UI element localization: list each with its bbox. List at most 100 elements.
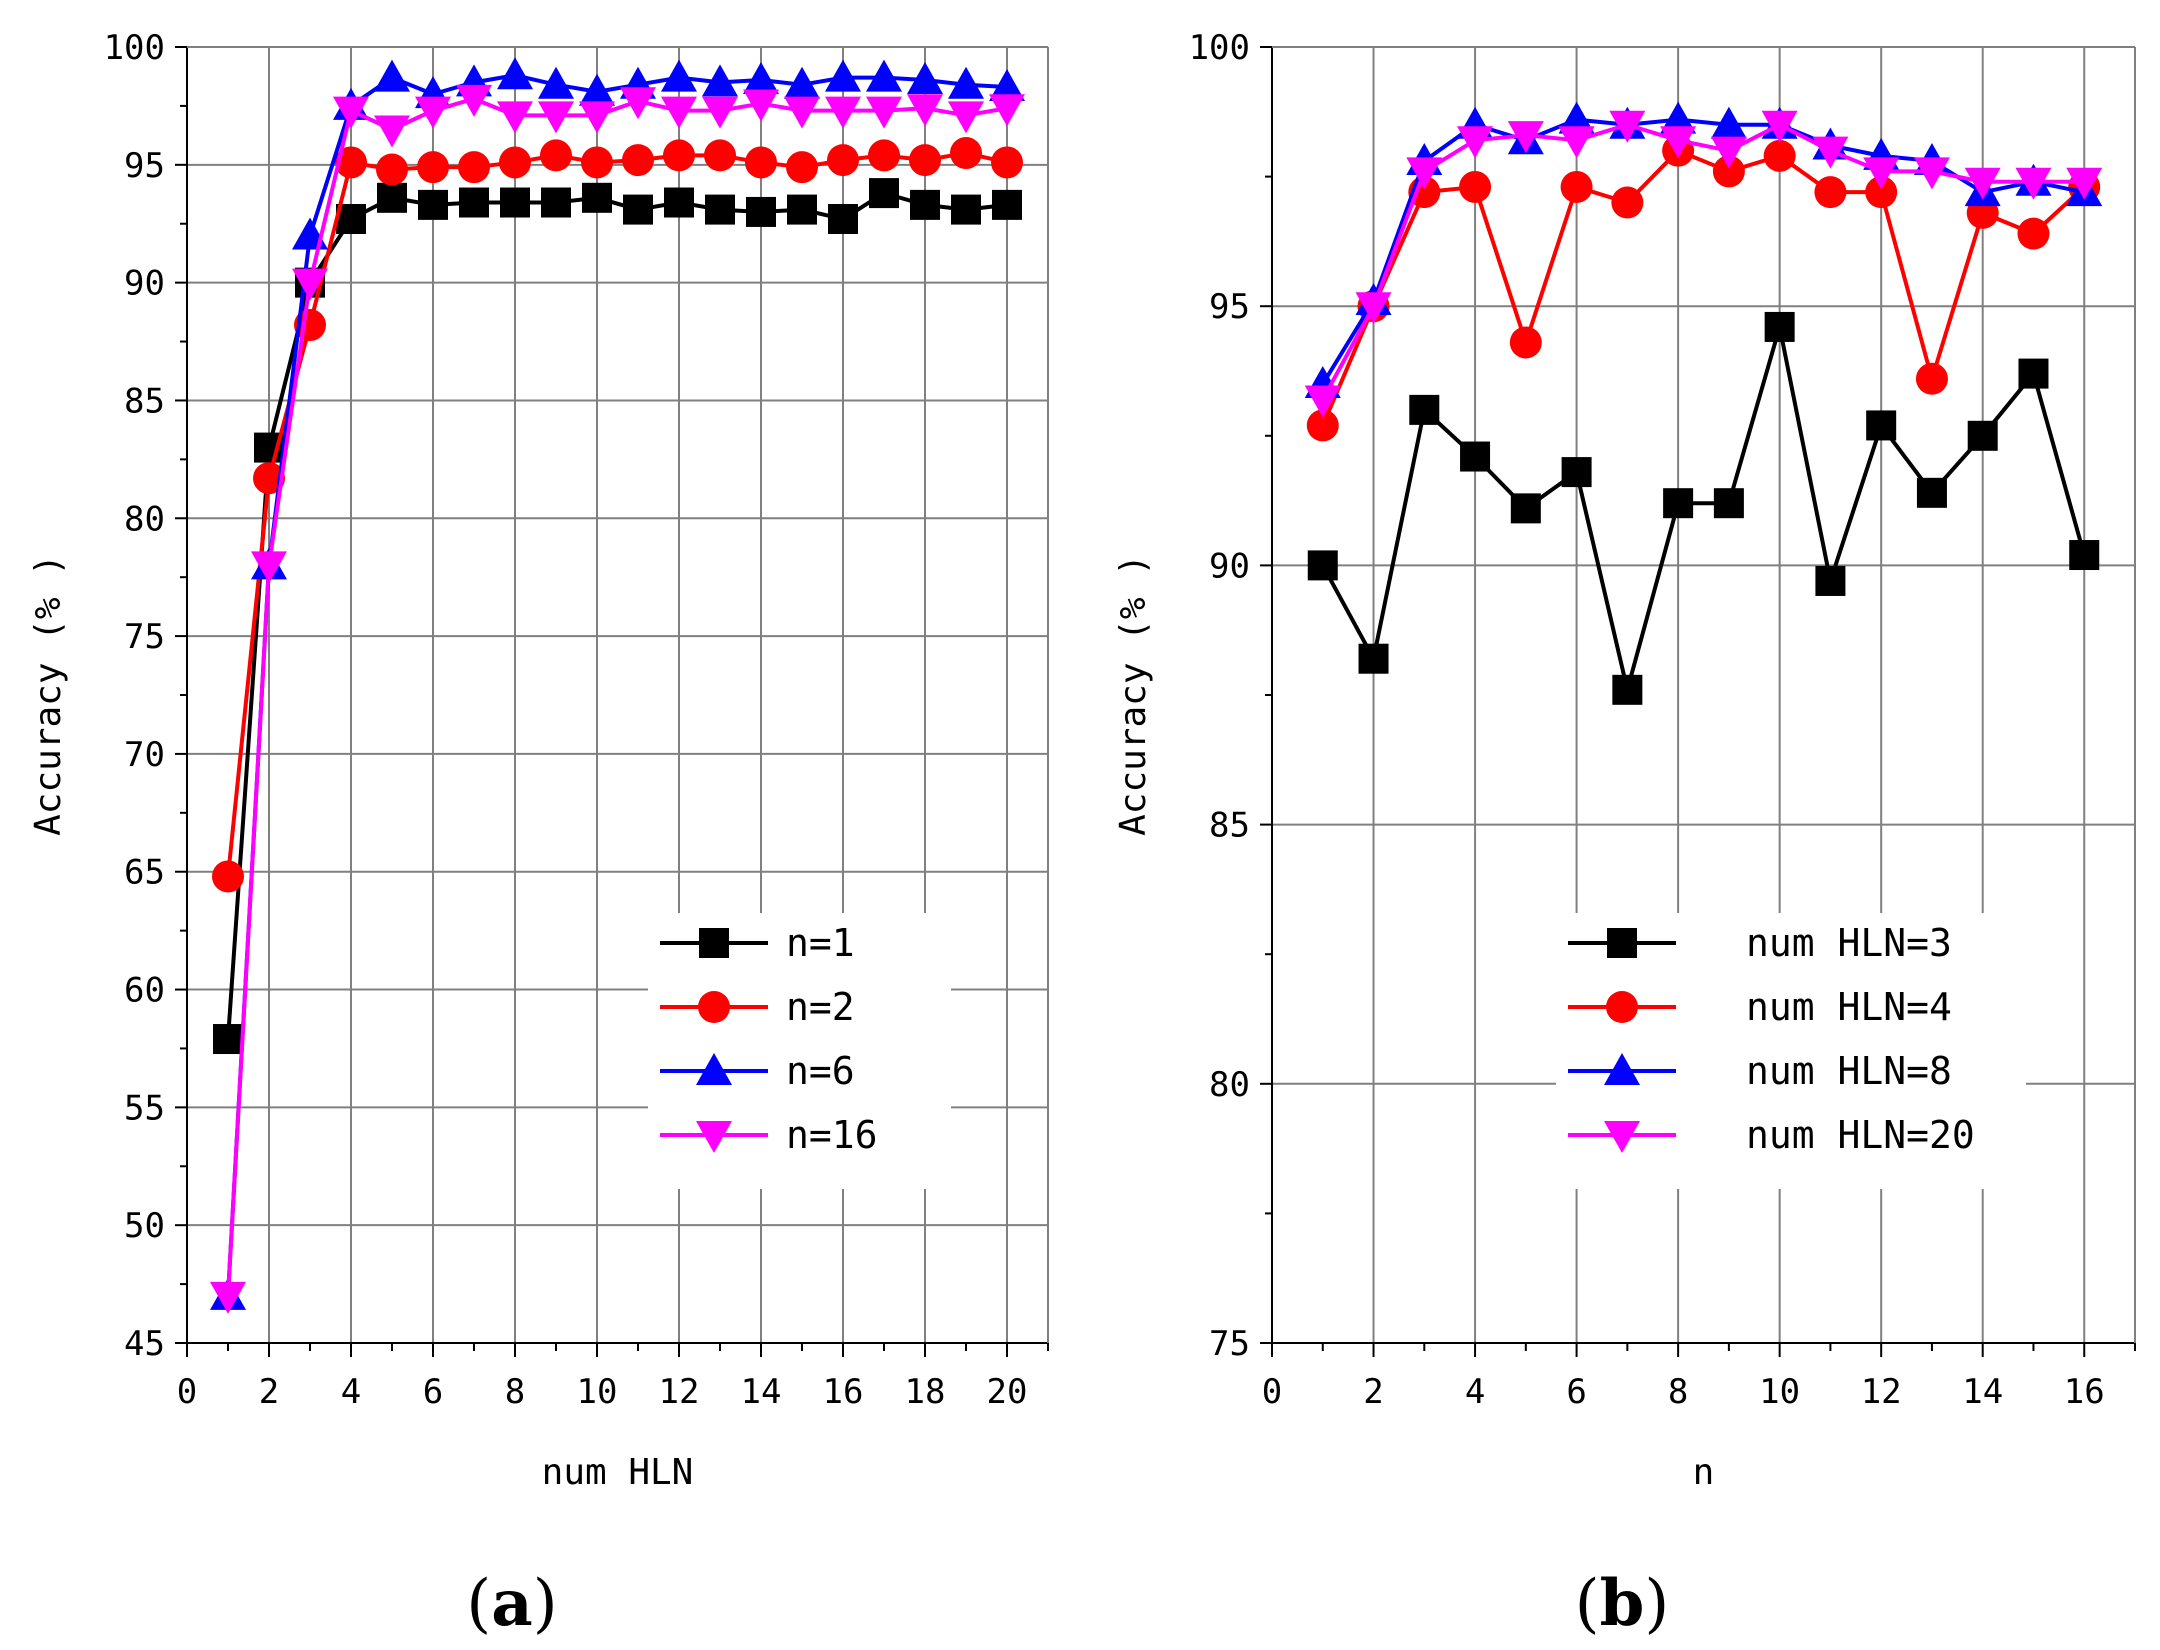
x-tick-label: 0 [1262, 1372, 1282, 1412]
y-tick-label: 70 [124, 735, 165, 775]
x-tick-label: 10 [577, 1372, 618, 1412]
data-point [2069, 540, 2100, 571]
data-point [743, 89, 779, 122]
y-tick-label: 50 [124, 1206, 165, 1246]
legend-marker [696, 1121, 732, 1153]
data-point [1457, 126, 1494, 159]
data-point [213, 1024, 243, 1055]
data-point [866, 59, 902, 92]
data-point [992, 189, 1022, 220]
data-point [1612, 674, 1643, 705]
data-point [787, 194, 817, 225]
data-point [579, 101, 615, 134]
data-point [1712, 155, 1745, 188]
legend-marker [1604, 1121, 1640, 1153]
data-point [1916, 477, 1947, 508]
data-point [538, 101, 574, 134]
y-tick-label: 55 [124, 1088, 165, 1128]
x-tick-label: 14 [741, 1372, 782, 1412]
data-point [623, 194, 653, 225]
x-axis-title: n [1693, 1452, 1715, 1493]
data-point [1609, 110, 1646, 143]
legend-marker [1604, 1053, 1640, 1085]
data-point [582, 182, 612, 213]
x-tick-label: 6 [423, 1372, 443, 1412]
data-point [1558, 126, 1595, 159]
data-point [1558, 101, 1595, 134]
data-point [825, 59, 861, 92]
data-point [1409, 394, 1440, 425]
data-point [1663, 488, 1694, 519]
data-point [743, 61, 779, 94]
data-point [2017, 217, 2050, 250]
data-point [745, 146, 777, 179]
data-point [500, 187, 530, 218]
data-point [827, 144, 859, 177]
data-point [1915, 362, 1948, 395]
data-point [417, 151, 449, 184]
y-tick-label: 95 [1209, 287, 1250, 327]
legend-marker [1607, 928, 1637, 958]
legend-label: n=6 [786, 1049, 855, 1093]
data-point [540, 139, 572, 172]
data-point [828, 204, 858, 235]
y-axis-title: Accuracy (% ) [1113, 554, 1154, 836]
data-point [620, 87, 656, 120]
data-point [866, 96, 902, 129]
x-tick-label: 12 [659, 1372, 700, 1412]
data-point [497, 101, 533, 134]
x-tick-label: 10 [1759, 1372, 1800, 1412]
panel-a: 45 50 55 60 65 70 75 80 85 90 95 100 0 2 4 6 8 10 12 14 16 18… [28, 28, 1049, 1641]
data-point [825, 96, 861, 129]
data-point [1307, 550, 1338, 581]
data-point [415, 96, 451, 129]
x-tick-label: 4 [1465, 1372, 1485, 1412]
data-point [705, 194, 735, 225]
data-point [333, 96, 369, 129]
x-tick-label: 6 [1566, 1372, 1586, 1412]
panel-b: 75 80 85 90 95 100 0 2 4 6 8 10 12 14 16 n Accuracy (% )… [1113, 28, 2136, 1641]
y-tick-label: 95 [124, 146, 165, 186]
data-point [907, 61, 943, 94]
series-line-1 [1321, 324, 2087, 692]
legend-box [1556, 913, 2026, 1189]
legend-label: n=1 [786, 921, 855, 965]
x-axis-title: num HLN [542, 1452, 694, 1493]
data-point [212, 860, 244, 893]
legend-label: n=16 [786, 1113, 878, 1157]
legend-label: num HLN=8 [1746, 1049, 1952, 1093]
data-point [335, 146, 367, 179]
data-point [581, 146, 613, 179]
data-point [541, 187, 571, 218]
data-point [989, 69, 1025, 102]
data-point [1710, 106, 1747, 139]
data-point [948, 66, 984, 99]
data-point [1355, 292, 1392, 325]
legend-label: num HLN=4 [1746, 985, 1952, 1029]
data-point [1509, 326, 1542, 359]
data-point [1815, 565, 1846, 596]
x-tick-label: 0 [177, 1372, 197, 1412]
data-point [1814, 176, 1847, 209]
y-tick-label: 65 [124, 853, 165, 893]
series-line-2 [1320, 148, 2086, 427]
data-point [991, 146, 1023, 179]
data-point [1460, 441, 1491, 472]
data-point [1560, 170, 1593, 203]
x-tick-label: 18 [905, 1372, 946, 1412]
data-point [1507, 121, 1544, 154]
data-point [869, 178, 899, 209]
data-point [622, 144, 654, 177]
x-tick-label: 2 [1363, 1372, 1383, 1412]
data-point [868, 139, 900, 172]
data-point [1611, 186, 1644, 219]
y-tick-label: 90 [124, 264, 165, 304]
y-tick-label: 80 [1209, 1065, 1250, 1105]
data-point [786, 151, 818, 184]
data-point [1913, 157, 1950, 190]
legend-marker [1606, 991, 1638, 1023]
data-point [989, 94, 1025, 127]
data-point [458, 151, 490, 184]
legend-label: num HLN=3 [1746, 921, 1952, 965]
